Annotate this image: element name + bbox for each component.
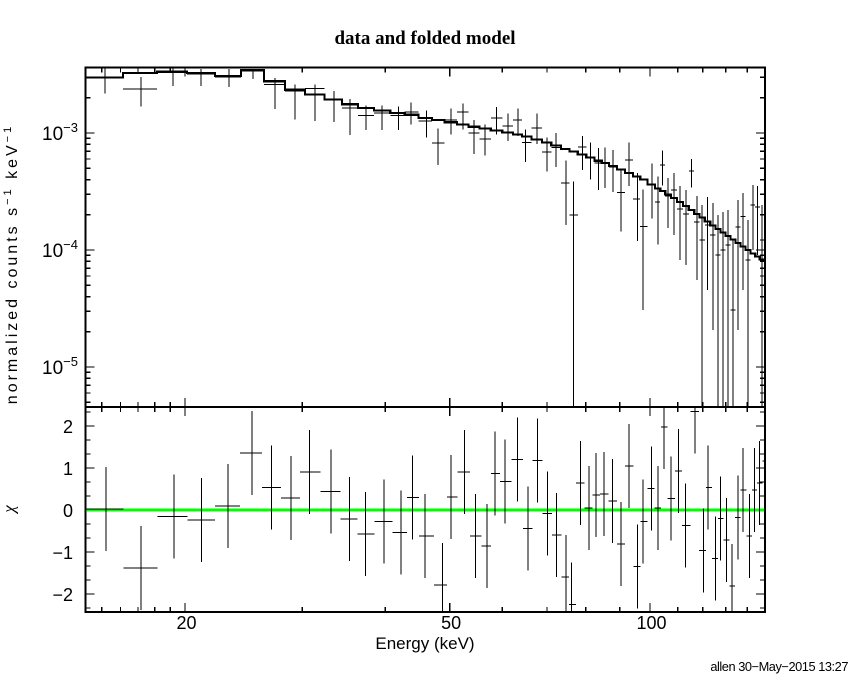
svg-text:10−3: 10−3 [42,120,78,145]
svg-text:−1: −1 [52,543,73,563]
svg-text:allen 30−May−2015 13:27: allen 30−May−2015 13:27 [710,659,848,674]
svg-text:normalized counts s−1 keV−1: normalized counts s−1 keV−1 [2,124,21,404]
svg-text:100: 100 [636,613,666,633]
svg-text:0: 0 [63,501,73,521]
svg-text:χ: χ [0,505,19,515]
svg-text:2: 2 [63,417,73,437]
svg-text:1: 1 [63,459,73,479]
svg-text:10−4: 10−4 [42,237,78,262]
svg-text:20: 20 [176,613,196,633]
svg-text:data and folded model: data and folded model [334,28,515,49]
svg-text:−2: −2 [52,585,73,605]
svg-text:Energy (keV): Energy (keV) [375,634,474,653]
svg-text:10−5: 10−5 [42,354,78,379]
svg-text:50: 50 [441,613,461,633]
